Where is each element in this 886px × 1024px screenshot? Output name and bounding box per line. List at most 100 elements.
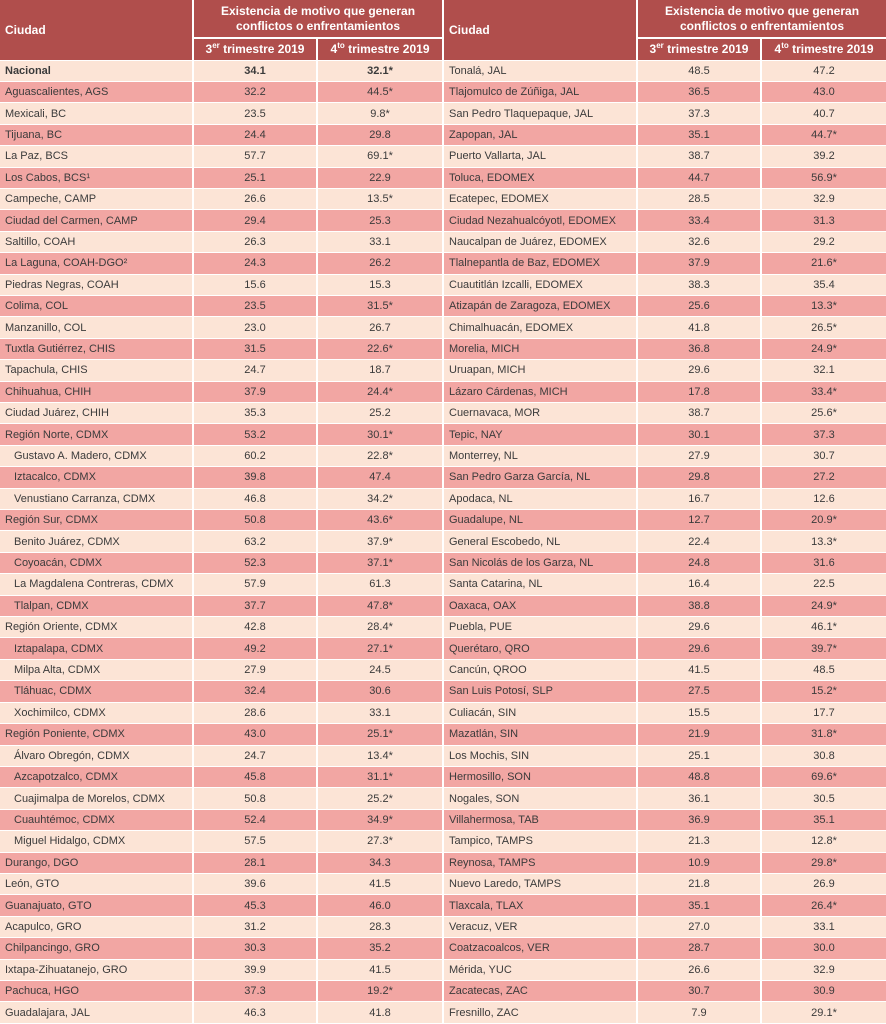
table-row: Pachuca, HGO 37.3 19.2* [0, 980, 443, 1003]
table-row: Toluca, EDOMEX 44.7 56.9* [444, 167, 886, 189]
table-row: Tlaxcala, TLAX 35.1 26.4* [444, 894, 886, 917]
table-row: Iztapalapa, CDMX 49.2 27.1* [0, 637, 443, 660]
q4-value-cell: 32.1 [761, 359, 886, 382]
q3-value-cell: 38.3 [637, 274, 762, 296]
table-row: San Pedro Garza García, NL 29.8 27.2 [444, 466, 886, 489]
q4-value-cell: 44.5* [317, 81, 443, 104]
table-row: Santa Catarina, NL 16.4 22.5 [444, 573, 886, 596]
table-row: Coyoacán, CDMX 52.3 37.1* [0, 552, 443, 575]
q4-value-cell: 41.5 [317, 873, 443, 896]
city-cell: Atizapán de Zaragoza, EDOMEX [444, 295, 638, 318]
table-left-half: Ciudad Existencia de motivo que generan … [0, 0, 443, 1024]
city-cell: Campeche, CAMP [0, 188, 194, 211]
city-cell: Tampico, TAMPS [444, 830, 638, 853]
q3-value-cell: 15.6 [193, 274, 318, 296]
q4-value-cell: 47.8* [317, 595, 443, 618]
q4-ordinal-sup: to [781, 41, 789, 51]
q3-value-cell: 41.5 [637, 659, 762, 682]
city-cell: Tlalnepantla de Baz, EDOMEX [444, 252, 638, 275]
column-header-group: Existencia de motivo que generan conflic… [193, 0, 443, 39]
city-cell: San Luis Potosí, SLP [444, 680, 638, 703]
table-row: Puerto Vallarta, JAL 38.7 39.2 [444, 145, 886, 168]
q3-value-cell: 25.1 [637, 745, 762, 767]
city-cell: Hermosillo, SON [444, 766, 638, 789]
data-table-left: Ciudad Existencia de motivo que generan … [0, 0, 443, 1024]
q3-value-cell: 32.2 [193, 81, 318, 104]
table-row: Xochimilco, CDMX 28.6 33.1 [0, 702, 443, 725]
q3-value-cell: 36.5 [637, 81, 762, 104]
q3-value-cell: 28.6 [193, 702, 318, 725]
q3-value-cell: 25.6 [637, 295, 762, 318]
q4-value-cell: 41.5 [317, 959, 443, 981]
q3-value-cell: 39.9 [193, 959, 318, 981]
city-cell: Tlalpan, CDMX [0, 595, 194, 618]
header-row-quarters: 3er trimestre 2019 4to trimestre 2019 [0, 38, 443, 61]
column-header-q3: 3er trimestre 2019 [193, 38, 318, 61]
table-row: Aguascalientes, AGS 32.2 44.5* [0, 81, 443, 104]
table-row: Mexicali, BC 23.5 9.8* [0, 102, 443, 125]
table-row: La Magdalena Contreras, CDMX 57.9 61.3 [0, 573, 443, 596]
q4-label: trimestre 2019 [344, 42, 430, 57]
city-cell: Manzanillo, COL [0, 316, 194, 339]
q3-value-cell: 57.7 [193, 145, 318, 168]
q4-value-cell: 30.0 [761, 937, 886, 960]
q4-value-cell: 17.7 [761, 702, 886, 725]
q4-value-cell: 13.4* [317, 745, 443, 767]
table-row: San Luis Potosí, SLP 27.5 15.2* [444, 680, 886, 703]
q4-value-cell: 39.7* [761, 637, 886, 660]
q3-value-cell: 45.8 [193, 766, 318, 789]
q4-value-cell: 34.3 [317, 852, 443, 874]
q4-value-cell: 30.8 [761, 745, 886, 767]
q3-value-cell: 32.4 [193, 680, 318, 703]
table-row: Cuautitlán Izcalli, EDOMEX 38.3 35.4 [444, 274, 886, 296]
city-cell: Cuautitlán Izcalli, EDOMEX [444, 274, 638, 296]
city-cell: La Paz, BCS [0, 145, 194, 168]
city-cell: Saltillo, COAH [0, 231, 194, 254]
table-row: Guanajuato, GTO 45.3 46.0 [0, 894, 443, 917]
city-cell: Los Cabos, BCS¹ [0, 167, 194, 189]
q4-value-cell: 26.5* [761, 316, 886, 339]
table-row: Colima, COL 23.5 31.5* [0, 295, 443, 318]
q4-value-cell: 69.6* [761, 766, 886, 789]
q4-value-cell: 41.8 [317, 1001, 443, 1024]
table-row: Puebla, PUE 29.6 46.1* [444, 616, 886, 639]
q3-value-cell: 24.8 [637, 552, 762, 575]
column-header-q3: 3er trimestre 2019 [637, 38, 762, 61]
q4-value-cell: 15.3 [317, 274, 443, 296]
city-cell: Toluca, EDOMEX [444, 167, 638, 189]
city-cell: Culiacán, SIN [444, 702, 638, 725]
q3-value-cell: 36.8 [637, 338, 762, 361]
table-row: Manzanillo, COL 23.0 26.7 [0, 316, 443, 339]
city-cell: Gustavo A. Madero, CDMX [0, 445, 194, 468]
q4-value-cell: 27.3* [317, 830, 443, 853]
city-cell: Azcapotzalco, CDMX [0, 766, 194, 789]
column-header-group: Existencia de motivo que generan conflic… [637, 0, 886, 39]
header-row-quarters: 3er trimestre 2019 4to trimestre 2019 [444, 38, 886, 61]
table-row: Villahermosa, TAB 36.9 35.1 [444, 809, 886, 832]
city-cell: Fresnillo, ZAC [444, 1001, 638, 1024]
city-cell: Tonalá, JAL [444, 60, 638, 82]
table-row: Naucalpan de Juárez, EDOMEX 32.6 29.2 [444, 231, 886, 254]
city-cell: Región Sur, CDMX [0, 509, 194, 532]
table-row: Veracuz, VER 27.0 33.1 [444, 916, 886, 939]
q3-value-cell: 46.8 [193, 488, 318, 511]
q4-value-cell: 13.3* [761, 530, 886, 553]
table-row: Lázaro Cárdenas, MICH 17.8 33.4* [444, 381, 886, 404]
q4-value-cell: 29.8 [317, 124, 443, 147]
city-cell: Oaxaca, OAX [444, 595, 638, 618]
city-cell: Los Mochis, SIN [444, 745, 638, 767]
table-row: Culiacán, SIN 15.5 17.7 [444, 702, 886, 725]
q3-value-cell: 28.5 [637, 188, 762, 211]
q4-value-cell: 24.9* [761, 338, 886, 361]
q4-value-cell: 30.5 [761, 787, 886, 810]
q3-value-cell: 24.7 [193, 745, 318, 767]
table-row: Cuajimalpa de Morelos, CDMX 50.8 25.2* [0, 787, 443, 810]
q4-value-cell: 37.1* [317, 552, 443, 575]
city-cell: Uruapan, MICH [444, 359, 638, 382]
table-row: Zacatecas, ZAC 30.7 30.9 [444, 980, 886, 1003]
table-row: León, GTO 39.6 41.5 [0, 873, 443, 896]
q4-value-cell: 69.1* [317, 145, 443, 168]
city-cell: Milpa Alta, CDMX [0, 659, 194, 682]
column-header-q4: 4to trimestre 2019 [317, 38, 443, 61]
